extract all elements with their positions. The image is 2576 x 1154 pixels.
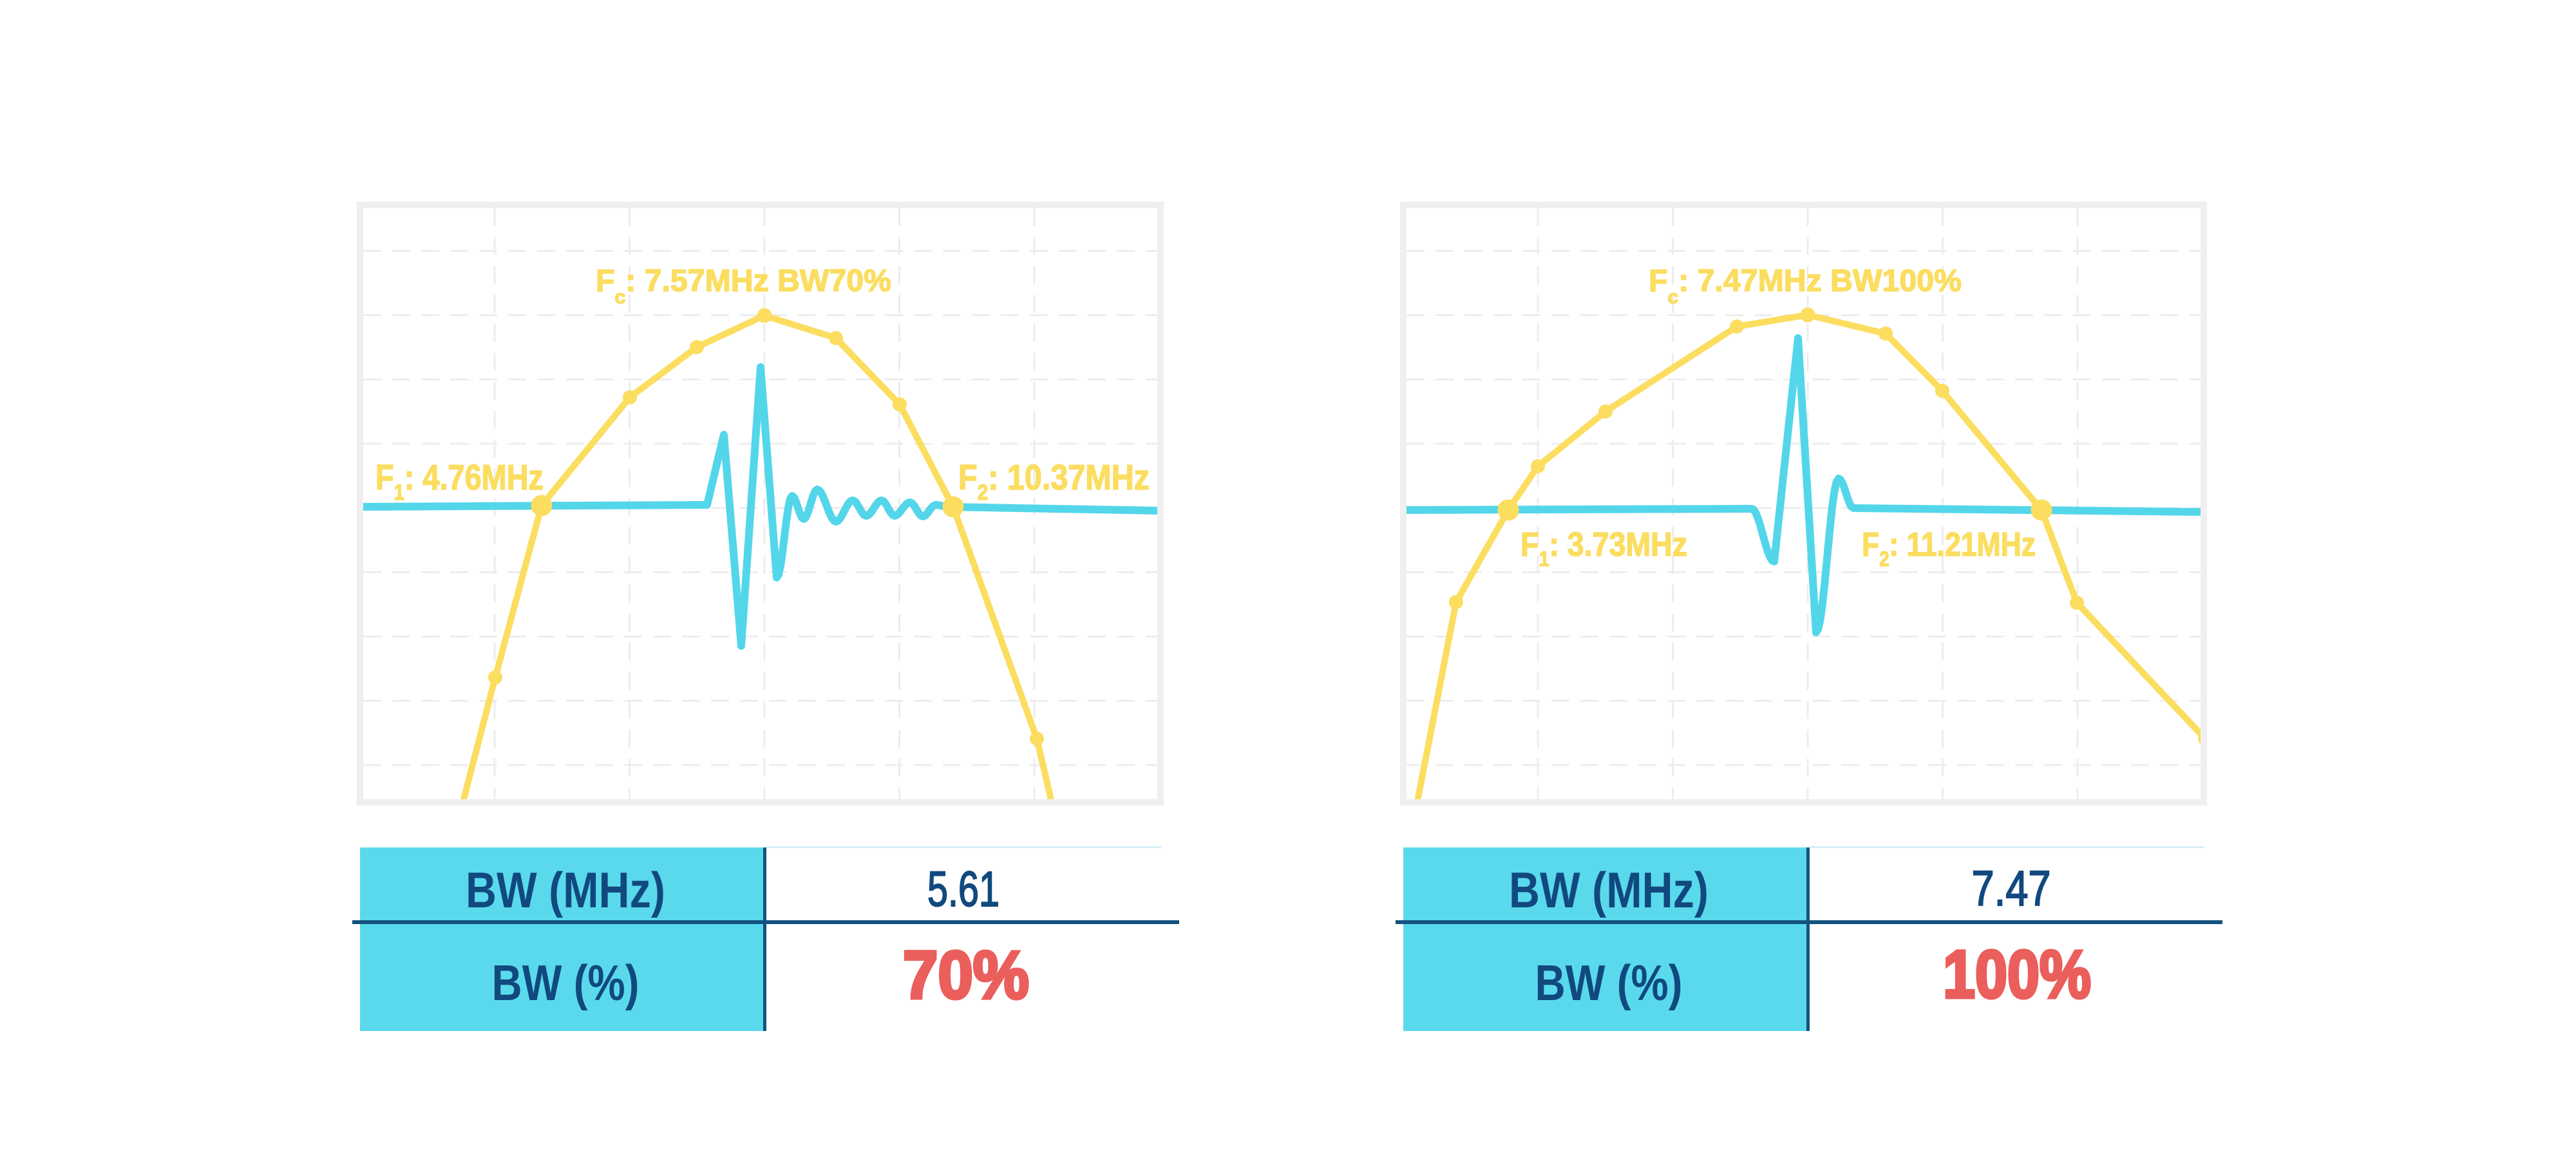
svg-text:Fc: 7.57MHz BW70%: Fc: 7.57MHz BW70% — [596, 263, 891, 308]
svg-text:F2: 10.37MHz: F2: 10.37MHz — [958, 457, 1150, 504]
svg-text:100%: 100% — [1943, 936, 2091, 1012]
svg-text:BW (MHz): BW (MHz) — [466, 862, 665, 918]
svg-text:Fc: 7.47MHz BW100%: Fc: 7.47MHz BW100% — [1649, 263, 1962, 308]
svg-text:F1: 3.73MHz: F1: 3.73MHz — [1520, 526, 1687, 571]
svg-text:F2: 11.21MHz: F2: 11.21MHz — [1862, 526, 2036, 571]
svg-text:BW (%): BW (%) — [1535, 956, 1682, 1012]
svg-text:BW (MHz): BW (MHz) — [1509, 862, 1709, 918]
svg-text:BW (%): BW (%) — [491, 956, 639, 1012]
svg-text:5.61: 5.61 — [927, 862, 999, 917]
svg-text:70%: 70% — [903, 937, 1029, 1013]
svg-text:F1: 4.76MHz: F1: 4.76MHz — [375, 457, 544, 504]
svg-text:7.47: 7.47 — [1972, 860, 2051, 916]
